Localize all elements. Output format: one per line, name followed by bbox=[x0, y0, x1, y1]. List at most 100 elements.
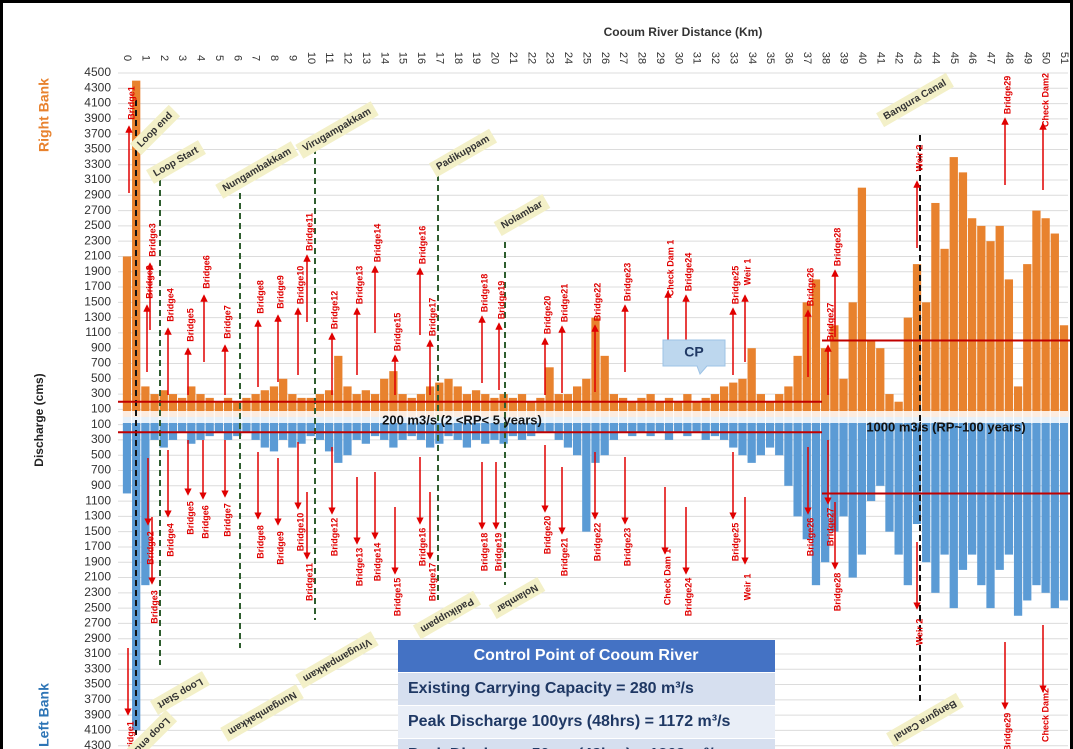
x-tick-label: 5 bbox=[213, 55, 225, 61]
bar bbox=[416, 394, 426, 417]
x-tick-label: 40 bbox=[856, 52, 868, 64]
bar bbox=[435, 417, 444, 444]
y-axis-title: Discharge (cms) bbox=[32, 373, 46, 466]
bar bbox=[802, 417, 811, 540]
bar bbox=[968, 417, 977, 555]
bar bbox=[600, 355, 609, 417]
x-tick-label: 4 bbox=[195, 55, 207, 61]
place-box bbox=[876, 72, 954, 128]
bar bbox=[196, 417, 205, 440]
bar bbox=[793, 355, 802, 417]
bar bbox=[701, 397, 710, 417]
x-tick-label: 12 bbox=[342, 52, 354, 64]
bar bbox=[664, 397, 674, 417]
y2-tick-label: 2300 bbox=[84, 585, 111, 599]
x-tick-label: 41 bbox=[874, 52, 886, 64]
bar bbox=[517, 417, 527, 440]
x-tick-label: 25 bbox=[580, 52, 592, 64]
x-tick-label: 48 bbox=[1003, 52, 1015, 64]
y2-tick-label: 1100 bbox=[85, 493, 111, 507]
annotation: Weir 1 bbox=[742, 574, 752, 601]
annotation: Bridge25 bbox=[730, 266, 740, 305]
x-tick-label: 46 bbox=[966, 52, 978, 64]
bar bbox=[324, 417, 334, 452]
bar bbox=[922, 417, 931, 563]
x-tick-label: 8 bbox=[268, 55, 280, 61]
x-tick-label: 23 bbox=[544, 52, 556, 64]
bar bbox=[977, 225, 986, 417]
bar bbox=[233, 401, 242, 417]
place-box bbox=[129, 104, 181, 156]
bar bbox=[591, 417, 600, 463]
bar bbox=[821, 348, 830, 417]
bar bbox=[554, 417, 563, 440]
bar bbox=[986, 417, 995, 609]
x-axis-title: Cooum River Distance (Km) bbox=[604, 25, 763, 39]
bar bbox=[398, 417, 407, 440]
bar bbox=[692, 417, 701, 433]
bar bbox=[830, 417, 839, 532]
bar bbox=[471, 417, 481, 440]
annotation: Bridge7 bbox=[222, 503, 232, 537]
x-tick-label: 37 bbox=[801, 52, 813, 64]
right-bank-label: Right Bank bbox=[36, 78, 52, 152]
annotation: Bridge16 bbox=[417, 528, 427, 567]
bar bbox=[1041, 417, 1050, 593]
bar bbox=[380, 378, 389, 417]
place-box bbox=[886, 692, 964, 748]
x-tick-label: 19 bbox=[470, 52, 482, 64]
bar bbox=[876, 417, 885, 486]
y-tick-label: 100 bbox=[91, 402, 111, 416]
bar bbox=[1013, 386, 1023, 417]
y-tick-label: 2700 bbox=[84, 203, 111, 217]
y2-tick-label: 900 bbox=[91, 478, 111, 492]
bar bbox=[637, 417, 646, 433]
annotation: Bridge11 bbox=[304, 213, 314, 251]
bar bbox=[701, 417, 710, 440]
bar bbox=[747, 417, 756, 463]
bar bbox=[912, 417, 922, 525]
bar bbox=[233, 417, 242, 437]
callout-box bbox=[662, 339, 726, 375]
bar bbox=[738, 417, 747, 456]
x-tick-label: 33 bbox=[727, 52, 739, 64]
annotation: Bridge4 bbox=[165, 523, 175, 557]
x-tick-label: 17 bbox=[433, 52, 445, 64]
annotation: Bridge5 bbox=[185, 308, 195, 342]
y-tick-label: 2900 bbox=[84, 187, 111, 201]
y2-tick-label: 3700 bbox=[84, 692, 111, 706]
table-title: Control Point of Cooum River bbox=[474, 647, 699, 664]
bar bbox=[655, 417, 664, 433]
bar bbox=[150, 417, 159, 440]
x-tick-label: 13 bbox=[360, 52, 372, 64]
bar bbox=[637, 397, 646, 417]
annotation: Bridge22 bbox=[592, 523, 602, 562]
annotation: Bridge20 bbox=[542, 296, 552, 335]
bar bbox=[775, 417, 784, 456]
bar bbox=[1059, 417, 1069, 601]
bar bbox=[343, 417, 352, 456]
bar bbox=[609, 394, 619, 417]
bar bbox=[453, 417, 462, 440]
bar bbox=[407, 397, 416, 417]
bar bbox=[416, 417, 426, 440]
bar bbox=[949, 417, 958, 609]
x-tick-label: 9 bbox=[286, 55, 298, 61]
bar bbox=[435, 382, 444, 417]
bar bbox=[315, 394, 325, 417]
bar bbox=[885, 417, 894, 532]
bar bbox=[242, 417, 251, 433]
bar bbox=[527, 401, 536, 417]
left-bank-label: Left Bank bbox=[36, 683, 52, 747]
place-box bbox=[295, 631, 379, 689]
bar bbox=[811, 279, 821, 417]
bar bbox=[536, 397, 545, 417]
x-tick-label: 30 bbox=[672, 52, 684, 64]
bar bbox=[159, 390, 168, 417]
bar bbox=[1013, 417, 1023, 616]
annotation: Bridge18 bbox=[479, 533, 489, 572]
bar bbox=[508, 417, 517, 437]
bar bbox=[168, 394, 178, 417]
bar bbox=[490, 417, 499, 440]
